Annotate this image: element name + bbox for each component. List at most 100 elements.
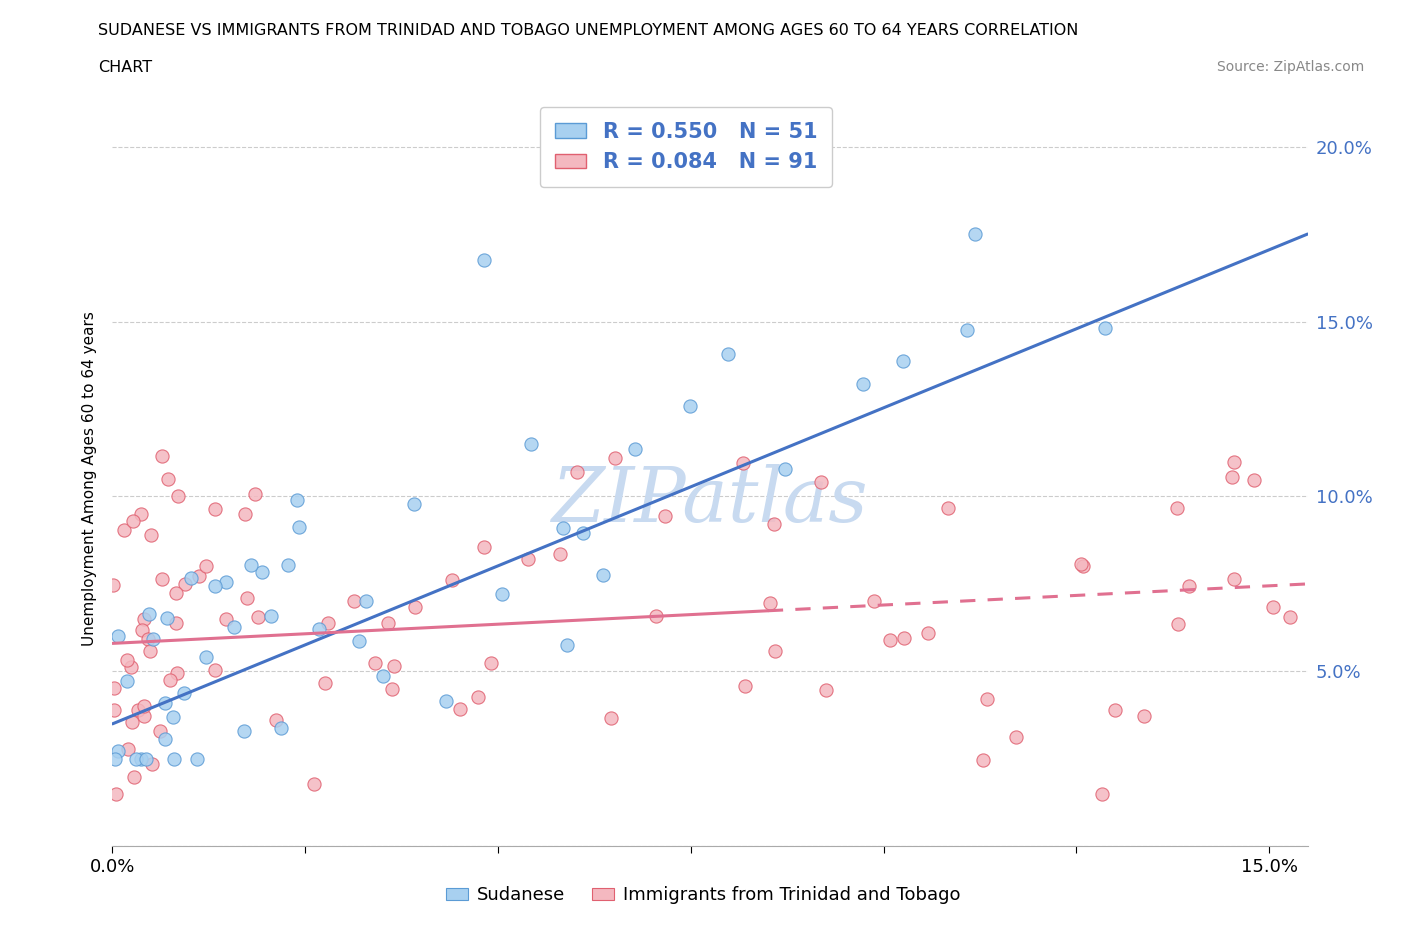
Point bbox=[440, 573, 463, 588]
Point bbox=[1223, 455, 1246, 470]
Point bbox=[236, 591, 259, 605]
Point bbox=[1220, 470, 1243, 485]
Point bbox=[553, 520, 575, 535]
Point bbox=[139, 644, 162, 659]
Point bbox=[127, 702, 149, 717]
Point bbox=[1133, 708, 1156, 723]
Point bbox=[156, 472, 179, 486]
Point bbox=[1166, 500, 1188, 515]
Point bbox=[243, 486, 266, 501]
Point bbox=[277, 558, 299, 573]
Point bbox=[135, 751, 157, 766]
Point bbox=[956, 323, 979, 338]
Point bbox=[142, 631, 165, 646]
Point bbox=[917, 626, 939, 641]
Point bbox=[266, 712, 288, 727]
Point bbox=[347, 633, 370, 648]
Point bbox=[592, 567, 614, 582]
Point bbox=[162, 710, 184, 724]
Point bbox=[235, 507, 257, 522]
Point bbox=[167, 488, 190, 503]
Point bbox=[963, 227, 986, 242]
Point bbox=[467, 689, 489, 704]
Point bbox=[373, 669, 395, 684]
Legend: Sudanese, Immigrants from Trinidad and Tobago: Sudanese, Immigrants from Trinidad and T… bbox=[439, 879, 967, 911]
Point bbox=[1243, 472, 1265, 487]
Point bbox=[156, 610, 179, 625]
Point bbox=[491, 587, 513, 602]
Point bbox=[1094, 321, 1116, 336]
Point bbox=[938, 500, 960, 515]
Point bbox=[247, 609, 270, 624]
Point bbox=[810, 474, 832, 489]
Point bbox=[180, 570, 202, 585]
Point bbox=[139, 527, 162, 542]
Point bbox=[129, 507, 152, 522]
Y-axis label: Unemployment Among Ages 60 to 64 years: Unemployment Among Ages 60 to 64 years bbox=[82, 312, 97, 646]
Point bbox=[214, 611, 236, 626]
Point bbox=[117, 741, 139, 756]
Point bbox=[759, 595, 782, 610]
Point bbox=[605, 451, 627, 466]
Point bbox=[124, 751, 146, 766]
Point bbox=[343, 593, 366, 608]
Point bbox=[141, 757, 163, 772]
Point bbox=[105, 787, 128, 802]
Point bbox=[150, 448, 173, 463]
Point bbox=[363, 656, 385, 671]
Point bbox=[124, 770, 146, 785]
Point bbox=[131, 623, 153, 638]
Point bbox=[1178, 579, 1201, 594]
Point bbox=[132, 612, 155, 627]
Point bbox=[103, 703, 125, 718]
Point bbox=[107, 629, 129, 644]
Point bbox=[166, 666, 188, 681]
Point bbox=[863, 593, 886, 608]
Point bbox=[1104, 702, 1126, 717]
Point bbox=[382, 658, 405, 673]
Point bbox=[101, 578, 124, 592]
Point bbox=[153, 696, 176, 711]
Point bbox=[165, 586, 187, 601]
Point bbox=[976, 691, 998, 706]
Point bbox=[316, 616, 339, 631]
Point bbox=[115, 653, 138, 668]
Text: SUDANESE VS IMMIGRANTS FROM TRINIDAD AND TOBAGO UNEMPLOYMENT AMONG AGES 60 TO 64: SUDANESE VS IMMIGRANTS FROM TRINIDAD AND… bbox=[98, 23, 1078, 38]
Point bbox=[270, 721, 292, 736]
Point bbox=[1005, 729, 1028, 744]
Text: ZIPatlas: ZIPatlas bbox=[551, 464, 869, 538]
Point bbox=[233, 724, 256, 738]
Point bbox=[121, 714, 143, 729]
Point bbox=[775, 461, 797, 476]
Point bbox=[204, 578, 226, 593]
Point bbox=[215, 575, 238, 590]
Point bbox=[173, 685, 195, 700]
Point bbox=[112, 523, 135, 538]
Point bbox=[472, 252, 495, 267]
Point bbox=[717, 346, 740, 361]
Point bbox=[815, 683, 838, 698]
Text: Source: ZipAtlas.com: Source: ZipAtlas.com bbox=[1216, 60, 1364, 74]
Point bbox=[572, 525, 595, 540]
Point bbox=[1278, 610, 1301, 625]
Point bbox=[1223, 572, 1246, 587]
Point bbox=[302, 777, 325, 791]
Point bbox=[153, 732, 176, 747]
Point bbox=[288, 520, 311, 535]
Point bbox=[1091, 787, 1114, 802]
Point bbox=[132, 698, 155, 713]
Point bbox=[479, 656, 502, 671]
Point bbox=[159, 672, 181, 687]
Point bbox=[404, 600, 426, 615]
Point bbox=[654, 509, 676, 524]
Point bbox=[240, 557, 263, 572]
Point bbox=[1070, 557, 1092, 572]
Point bbox=[250, 565, 273, 579]
Point bbox=[204, 663, 226, 678]
Point bbox=[195, 558, 218, 573]
Point bbox=[879, 633, 901, 648]
Point bbox=[520, 437, 543, 452]
Point bbox=[472, 539, 495, 554]
Point bbox=[308, 621, 330, 636]
Point bbox=[972, 752, 994, 767]
